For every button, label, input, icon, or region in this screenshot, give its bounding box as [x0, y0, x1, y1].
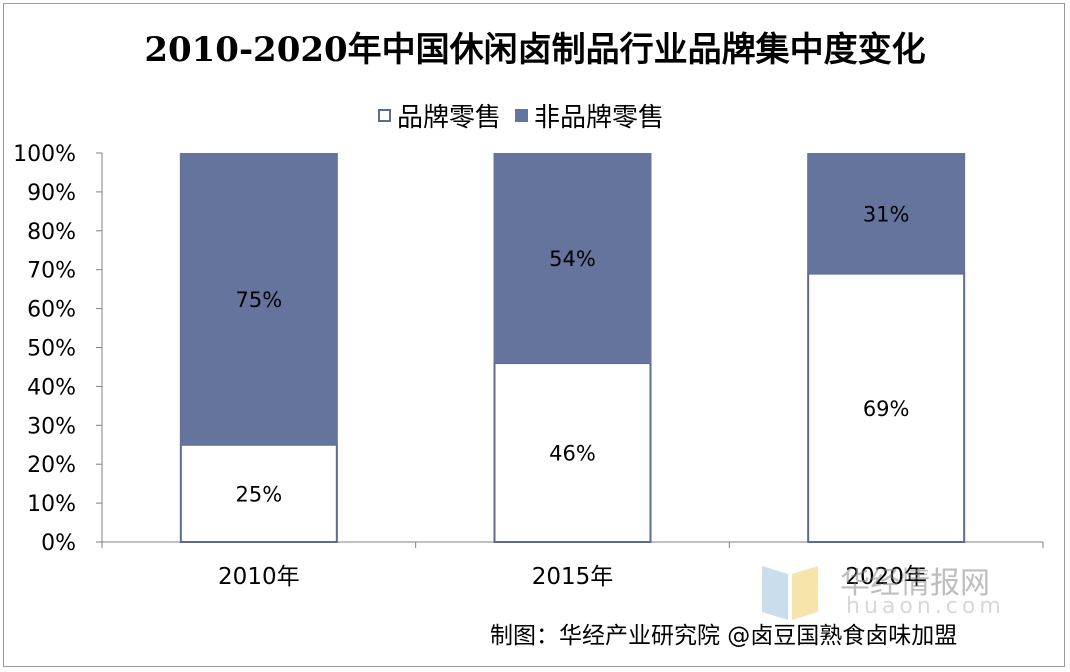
x-tick-label: 2010年	[218, 564, 300, 590]
y-tick-label: 60%	[27, 298, 76, 323]
legend-swatch-nonbrand	[515, 108, 529, 122]
watermark-logo-icon	[762, 566, 818, 620]
x-tick-label: 2020年	[845, 564, 927, 590]
watermark-text: 华经情报网	[840, 566, 990, 601]
y-tick-label: 70%	[27, 259, 76, 284]
y-tick-label: 100%	[13, 142, 76, 167]
watermark-url: huaon.com	[846, 594, 1005, 619]
bar-segment	[493, 153, 652, 364]
legend-label-brand: 品牌零售	[397, 102, 502, 133]
legend-item-brand: 品牌零售	[378, 97, 501, 134]
bar-segment	[179, 153, 338, 445]
y-tick-label: 10%	[27, 492, 76, 517]
y-tick-label: 80%	[27, 220, 76, 245]
y-tick-label: 50%	[27, 337, 76, 362]
bar-segment	[493, 362, 652, 543]
y-tick-label: 0%	[41, 531, 76, 556]
chart-legend: 品牌零售 非品牌零售	[378, 100, 664, 133]
bar-segment	[807, 272, 966, 543]
data-label: 69%	[863, 397, 910, 421]
legend-item-nonbrand: 非品牌零售	[515, 97, 664, 134]
bar-segment	[807, 153, 966, 274]
watermark: 华经情报网 huaon.com	[762, 556, 1062, 626]
bar-segment	[179, 443, 338, 543]
legend-label-nonbrand: 非品牌零售	[534, 102, 665, 133]
y-tick-label: 30%	[27, 414, 76, 439]
y-tick-label: 40%	[27, 375, 76, 400]
source-note: 制图：华经产业研究院 @卤豆国熟食卤味加盟	[490, 623, 958, 649]
data-label: 31%	[863, 202, 910, 226]
chart-title: 2010-2020年中国休闲卤制品行业品牌集中度变化	[144, 30, 926, 70]
y-tick-label: 90%	[27, 181, 76, 206]
y-tick-label: 20%	[27, 453, 76, 478]
x-tick-label: 2015年	[532, 564, 614, 590]
data-label: 25%	[235, 482, 282, 506]
data-label: 75%	[235, 288, 282, 312]
data-label: 46%	[549, 442, 596, 466]
legend-swatch-brand	[378, 108, 391, 122]
data-label: 54%	[549, 247, 596, 271]
